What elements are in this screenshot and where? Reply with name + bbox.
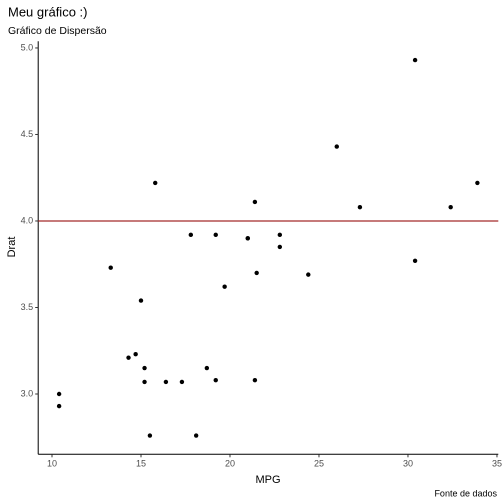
point [306, 272, 311, 277]
point [193, 433, 199, 438]
y-tick-label: 4.0 [21, 215, 34, 225]
chart-subtitle: Gráfico de Dispersão [8, 25, 107, 37]
x-tick-label: 35 [492, 459, 502, 469]
point [142, 365, 147, 371]
y-tick-label: 5.0 [21, 42, 34, 52]
x-tick-label: 30 [403, 459, 413, 469]
y-tick-label: 4.5 [21, 129, 34, 139]
point [222, 284, 227, 289]
point [188, 232, 194, 238]
point [277, 244, 283, 250]
point [252, 199, 258, 205]
point [412, 258, 418, 263]
point [142, 379, 147, 385]
x-tick-label: 15 [136, 459, 146, 469]
point [277, 232, 283, 238]
point [204, 365, 210, 371]
x-axis-label: MPG [255, 474, 280, 486]
chart-title: Meu gráfico :) [8, 4, 87, 19]
x-tick-label: 10 [47, 459, 57, 469]
point [56, 403, 62, 409]
point [448, 204, 453, 210]
point [179, 379, 185, 385]
point [245, 236, 250, 241]
point [163, 379, 169, 385]
point [252, 377, 258, 383]
point [153, 180, 158, 186]
x-tick-label: 25 [314, 459, 324, 469]
x-tick-label: 20 [225, 459, 235, 469]
y-axis-label: Drat [6, 237, 18, 258]
y-tick-label: 3.0 [21, 388, 34, 398]
point [133, 352, 138, 357]
y-tick-label: 3.5 [21, 302, 34, 312]
point [126, 355, 131, 360]
point [412, 57, 418, 63]
point [475, 180, 480, 186]
point [213, 232, 218, 238]
point [334, 144, 339, 149]
point [213, 377, 218, 383]
point [254, 270, 259, 276]
point [147, 433, 153, 438]
point [108, 265, 113, 270]
caption: Fonte de dados [434, 488, 497, 498]
point [357, 204, 363, 210]
point [56, 391, 62, 397]
point [138, 298, 144, 303]
